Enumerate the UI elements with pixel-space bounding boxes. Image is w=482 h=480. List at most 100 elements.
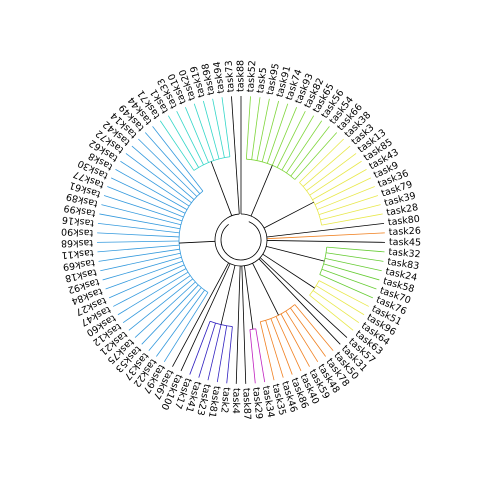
branch (103, 195, 183, 222)
branch (299, 138, 344, 183)
leaf-label: task11 (61, 247, 94, 261)
leaf-label: task68 (61, 237, 93, 249)
branch (312, 290, 360, 324)
leaf-label: task81 (206, 385, 222, 418)
branch (110, 177, 186, 214)
branch (318, 280, 369, 307)
leaf-label: task26 (389, 226, 422, 239)
leaf-label: task69 (62, 257, 95, 273)
branch (314, 177, 372, 205)
branch (97, 240, 180, 243)
branch (271, 107, 298, 166)
branch (144, 132, 201, 194)
leaf-label: task32 (388, 247, 421, 261)
branch (256, 98, 270, 161)
branch (115, 169, 188, 210)
branch (261, 100, 280, 162)
branch (262, 253, 315, 289)
leaf-label: task45 (389, 237, 421, 249)
branch (251, 97, 261, 160)
cluster-arc (319, 247, 328, 275)
branch (97, 244, 180, 253)
branch (323, 263, 380, 281)
branch (276, 110, 306, 168)
leaf-label: task29 (250, 387, 264, 420)
branch (270, 318, 293, 375)
branch (281, 115, 315, 171)
branch (152, 126, 204, 192)
branch (245, 96, 251, 160)
leaf-label: task73 (224, 60, 237, 93)
branch (98, 248, 180, 262)
branch (100, 252, 181, 272)
branch (179, 240, 216, 244)
leaf-label: task83 (387, 257, 420, 273)
branch (259, 321, 275, 381)
branch (231, 96, 240, 215)
branch (131, 145, 195, 200)
branch (180, 263, 231, 372)
branch (167, 115, 199, 168)
branch (220, 265, 236, 325)
branch (202, 100, 220, 160)
branch (210, 161, 233, 216)
branch (306, 153, 357, 192)
branch (198, 323, 216, 378)
leaf-label: task52 (245, 60, 258, 93)
branch (326, 246, 385, 253)
branch (309, 160, 362, 196)
branch (163, 292, 209, 363)
branch (176, 110, 204, 166)
branch (290, 307, 326, 357)
cluster-arc (309, 280, 320, 296)
branch (249, 329, 256, 384)
branch (241, 265, 247, 384)
branch (159, 120, 195, 171)
leaf-label: task2 (218, 387, 232, 414)
branch (266, 240, 385, 243)
root-arc (220, 221, 262, 261)
branch (122, 275, 191, 324)
branch (141, 284, 199, 345)
branch (319, 274, 374, 299)
branch (266, 232, 385, 240)
branch (320, 204, 381, 221)
branch (318, 195, 379, 216)
cluster-arc (246, 158, 296, 180)
branch (105, 260, 183, 290)
branch (226, 326, 233, 384)
root-arc (214, 213, 268, 267)
branch (134, 281, 196, 338)
branch (97, 222, 180, 234)
branch (102, 256, 182, 281)
branch (117, 271, 189, 316)
leaf-label: task5 (255, 67, 269, 94)
branch (221, 97, 231, 157)
branch (316, 186, 375, 210)
branch (265, 320, 284, 378)
branch (266, 222, 385, 238)
branch (259, 257, 348, 338)
branch (244, 265, 254, 330)
branch (255, 328, 266, 383)
branch (302, 145, 351, 187)
branch (99, 213, 181, 230)
branch (252, 263, 279, 316)
branch (97, 232, 180, 238)
branch (207, 324, 222, 381)
branch (108, 264, 185, 299)
branch (316, 285, 365, 316)
leaf-label: task88 (236, 60, 247, 92)
leaf-label: task80 (387, 214, 420, 229)
branch (324, 257, 382, 272)
branch (107, 186, 184, 218)
branch (321, 268, 377, 290)
branch (285, 310, 319, 363)
branch (193, 103, 215, 161)
branch (325, 252, 384, 262)
branch (120, 160, 190, 207)
branch (184, 107, 209, 163)
leaf-label: task34 (260, 385, 276, 418)
leaf-label: task16 (61, 214, 94, 229)
